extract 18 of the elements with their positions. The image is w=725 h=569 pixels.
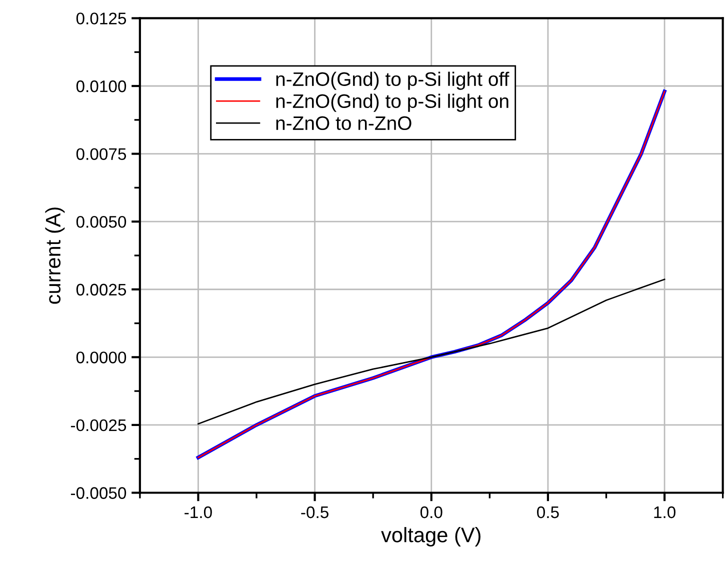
y-axis-title: current (A) (45, 208, 65, 304)
legend-label: n-ZnO to n-ZnO (276, 116, 412, 130)
x-tick-label: -1.0 (184, 506, 212, 518)
x-tick-label: 0.5 (537, 506, 559, 518)
y-tick-label: 0.0075 (76, 148, 126, 160)
x-tick-label: -0.5 (301, 506, 328, 518)
y-tick-label: 0.0050 (76, 216, 126, 228)
y-tick-label: -0.0050 (70, 487, 126, 499)
y-tick-label: 0.0125 (76, 12, 126, 24)
y-tick-label: -0.0025 (70, 419, 126, 432)
y-tick-label: 0.0000 (76, 352, 126, 364)
y-tick-label: 0.0025 (76, 284, 126, 296)
legend-label: n-ZnO(Gnd) to p-Si light on (276, 94, 508, 112)
y-tick-label: 0.0100 (76, 80, 126, 92)
x-tick-label: 0.0 (420, 506, 442, 518)
x-tick-label: 1.0 (654, 506, 676, 518)
x-axis-title: voltage (V) (381, 527, 480, 546)
legend-label: n-ZnO(Gnd) to p-Si light off (276, 72, 510, 90)
